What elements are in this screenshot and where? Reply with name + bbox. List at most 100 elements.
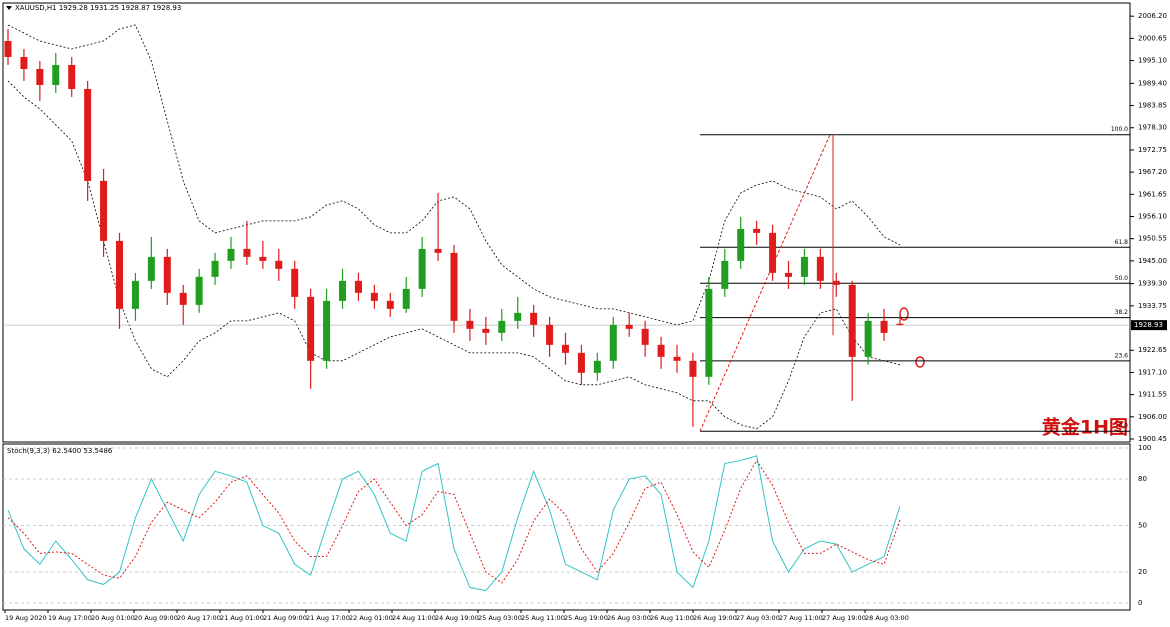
x-tick-label: 21 Aug 01:00 (220, 614, 264, 622)
y-tick-label: 2000.65 (1138, 34, 1167, 42)
candle-body (577, 352, 585, 373)
stoch-panel (2, 443, 1131, 611)
candle-body (386, 300, 394, 309)
candle-body (816, 256, 824, 281)
candle-body (116, 240, 123, 309)
candle-body (52, 64, 60, 85)
candle-body (307, 296, 315, 361)
current-price-box (1131, 320, 1167, 331)
fib-label: 61.8 (1115, 239, 1129, 246)
x-tick-label: 24 Aug 19:00 (435, 614, 479, 622)
candle-body (68, 64, 76, 89)
x-tick-label: 27 Aug 03:00 (736, 614, 780, 622)
marker (915, 356, 925, 368)
candle-body (20, 56, 28, 69)
candle-body (593, 360, 601, 373)
y-tick-label: 50 (1138, 522, 1147, 530)
candle-body (227, 248, 235, 261)
fib-label: 23.6 (1115, 352, 1129, 359)
candle-body (625, 324, 633, 329)
candle-body (131, 280, 139, 309)
candle-body (562, 344, 569, 353)
candle-body (339, 280, 346, 301)
candle-body (482, 328, 490, 333)
stoch-line (7, 455, 901, 592)
y-tick-label: 1972.75 (1138, 146, 1167, 154)
y-tick-label: 1945.00 (1138, 257, 1167, 265)
marker (899, 307, 909, 321)
candle-body (705, 288, 713, 377)
candle-body (100, 180, 108, 241)
y-tick-label: 1950.55 (1138, 235, 1167, 243)
menu-arrow (6, 6, 12, 10)
candle-body (753, 228, 761, 233)
candle-body (147, 256, 155, 281)
y-tick-label: 1961.65 (1138, 190, 1167, 198)
y-tick-label: 20 (1138, 568, 1147, 576)
candle-body (402, 288, 410, 309)
y-tick-label: 1995.10 (1138, 57, 1167, 65)
candle-body (243, 248, 251, 257)
candle-body (657, 344, 665, 357)
fib-trend (699, 134, 831, 432)
y-tick-label: 1933.75 (1138, 302, 1167, 310)
y-tick-label: 1917.10 (1138, 368, 1167, 376)
x-tick-label: 26 Aug 11:00 (650, 614, 694, 622)
candle-body (354, 280, 362, 293)
candle-body (36, 68, 44, 85)
main-panel (2, 2, 1131, 443)
candle-body (514, 312, 522, 321)
candle-body (291, 268, 299, 297)
y-tick-label: 1911.55 (1138, 391, 1167, 399)
bollinger-band (7, 24, 901, 326)
x-tick-label: 24 Aug 11:00 (392, 614, 436, 622)
y-tick-label: 1900.45 (1138, 435, 1167, 443)
x-tick-label: 19 Aug 2020 (5, 614, 47, 622)
candle-body (689, 360, 697, 377)
x-tick-label: 21 Aug 09:00 (263, 614, 307, 622)
candle-body (84, 88, 92, 181)
candle-body (769, 232, 777, 273)
y-tick-label: 1922.65 (1138, 346, 1167, 354)
y-tick-label: 80 (1138, 475, 1147, 483)
x-tick-label: 26 Aug 19:00 (693, 614, 737, 622)
candle-body (641, 328, 649, 345)
candle-body (163, 256, 171, 293)
candle-body (195, 276, 203, 305)
candle-body (785, 272, 792, 277)
candle-body (721, 260, 729, 289)
candle-body (466, 320, 474, 329)
x-tick-label: 19 Aug 17:00 (48, 614, 92, 622)
y-tick-label: 1939.30 (1138, 280, 1167, 288)
x-tick-label: 20 Aug 17:00 (177, 614, 221, 622)
x-tick-label: 22 Aug 01:00 (349, 614, 393, 622)
candle-body (848, 284, 856, 357)
candle-body (546, 324, 554, 345)
candle-body (530, 312, 538, 325)
fib-label: 0.0 (1118, 423, 1128, 430)
x-tick-label: 27 Aug 19:00 (822, 614, 866, 622)
candle-body (737, 228, 745, 261)
x-tick-label: 25 Aug 19:00 (564, 614, 608, 622)
candle-body (498, 320, 506, 333)
y-tick-label: 1956.10 (1138, 213, 1167, 221)
current-price-label: 1928.93 (1134, 321, 1163, 329)
x-tick-label: 21 Aug 17:00 (306, 614, 350, 622)
candle-body (259, 256, 267, 261)
x-tick-label: 20 Aug 01:00 (91, 614, 135, 622)
fib-label: 100.0 (1111, 126, 1128, 133)
candle-body (434, 248, 442, 253)
candle-body (275, 260, 283, 269)
stoch-line (7, 459, 901, 584)
fib-label: 50.0 (1115, 275, 1129, 282)
x-tick-label: 28 Aug 03:00 (865, 614, 909, 622)
y-tick-label: 1978.30 (1138, 124, 1167, 132)
candle-body (880, 320, 888, 333)
stoch-title: Stoch(9,3,3) 62.5400 53.5486 (7, 447, 113, 455)
y-tick-label: 100 (1138, 444, 1151, 452)
x-tick-label: 25 Aug 11:00 (521, 614, 565, 622)
y-tick-label: 2006.20 (1138, 12, 1167, 20)
x-tick-label: 25 Aug 03:00 (478, 614, 522, 622)
